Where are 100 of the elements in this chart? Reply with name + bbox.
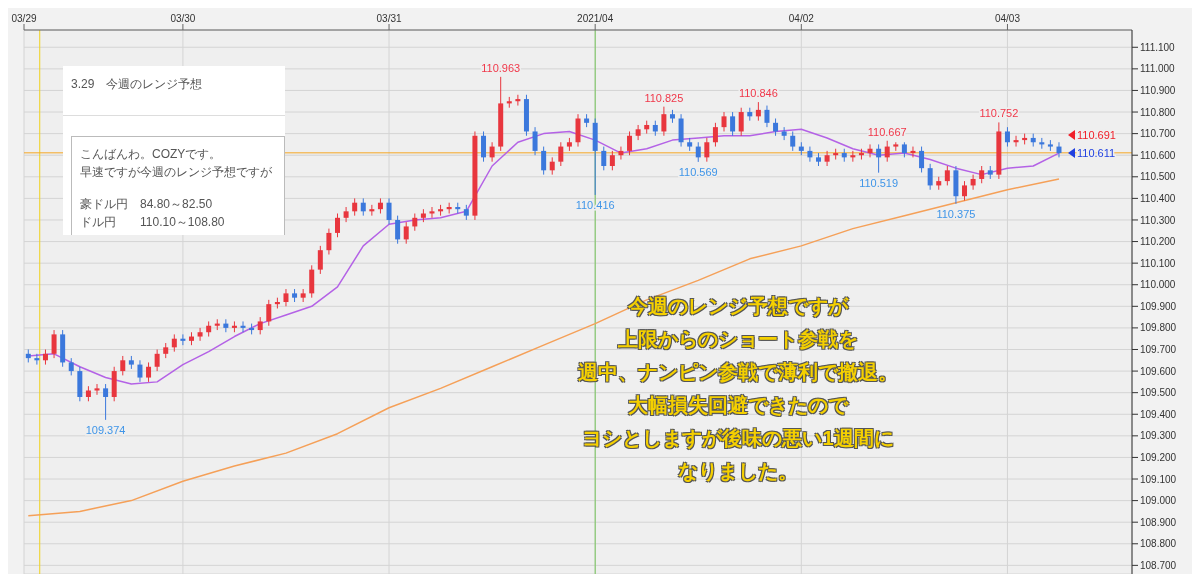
candlestick: [601, 146, 607, 171]
candlestick: [309, 264, 315, 299]
candlestick: [764, 105, 770, 128]
y-tick-label: 110.300: [1140, 214, 1176, 226]
candlestick: [910, 146, 916, 158]
x-tick-label: 03/29: [11, 13, 37, 24]
candlestick: [884, 140, 890, 163]
annotation: 110.963: [481, 61, 521, 74]
candlestick: [154, 348, 160, 372]
candlestick: [34, 353, 40, 366]
candlestick: [558, 141, 564, 167]
y-tick-label: 110.500: [1140, 171, 1176, 183]
y-tick-label: 109.900: [1140, 300, 1177, 312]
candlestick: [695, 141, 701, 163]
candlestick: [103, 383, 109, 421]
candlestick: [919, 146, 925, 173]
x-tick-label: 03/30: [170, 13, 196, 24]
candlestick: [712, 122, 718, 148]
candlestick: [197, 327, 203, 342]
candlestick: [970, 174, 976, 191]
y-tick-label: 109.700: [1140, 344, 1177, 356]
candlestick: [395, 215, 401, 245]
candlestick: [137, 359, 143, 383]
y-tick-label: 110.700: [1140, 128, 1176, 140]
candlestick: [781, 126, 787, 141]
candlestick: [180, 333, 186, 346]
annotation: ヨシとしますが後味の悪い1週間に: [581, 426, 895, 451]
candlestick: [317, 245, 323, 275]
y-tick-label: 110.000: [1140, 279, 1176, 291]
candlestick: [962, 180, 968, 202]
annotation: 109.374: [85, 423, 126, 436]
candlestick: [807, 146, 813, 163]
candlestick: [755, 101, 761, 122]
candlestick: [661, 106, 667, 137]
candlestick: [721, 111, 727, 132]
x-tick-label: 04/03: [994, 13, 1021, 24]
candlestick: [627, 130, 633, 156]
annotation: なりました。: [677, 459, 799, 484]
y-tick-label: 111.000: [1140, 63, 1176, 75]
annotation: 上限からのショート参戦を: [617, 327, 859, 352]
candlestick: [532, 126, 538, 156]
candlestick: [429, 206, 435, 219]
x-tick-label: 2021/04: [577, 13, 614, 24]
y-tick-label: 109.200: [1140, 451, 1177, 463]
candlestick: [635, 124, 641, 141]
candlestick: [876, 143, 882, 174]
y-tick-label: 109.300: [1140, 430, 1177, 442]
candlestick: [343, 206, 349, 223]
candlestick: [266, 299, 272, 327]
candlestick: [489, 141, 495, 163]
y-tick-label: 108.800: [1140, 538, 1177, 550]
candlestick: [386, 197, 392, 225]
y-tick-label: 108.700: [1140, 559, 1177, 571]
candlestick: [240, 320, 246, 333]
annotation: 110.846: [738, 87, 778, 100]
annotation: 豪ドル円 84.80～82.50: [80, 196, 214, 213]
candlestick: [1013, 135, 1019, 148]
candlestick: [850, 150, 856, 163]
y-tick-label: 109.800: [1140, 322, 1177, 334]
y-tick-label: 109.400: [1140, 408, 1177, 420]
y-tick-label: 111.100: [1140, 41, 1176, 53]
candlestick: [1004, 126, 1010, 148]
candlestick: [618, 146, 624, 161]
candlestick: [927, 163, 933, 191]
annotation: 週中、ナンピン参戦で薄利で撤退。: [577, 360, 899, 385]
candlestick: [730, 111, 736, 137]
y-tick-label: 109.100: [1140, 473, 1177, 485]
annotation: 110.569: [678, 165, 718, 178]
y-tick-label: 108.900: [1140, 516, 1177, 528]
candlestick: [678, 113, 684, 148]
candlestick: [120, 355, 126, 376]
annotation: 110.752: [979, 107, 1019, 120]
candlestick: [609, 150, 615, 171]
annotation: 大幅損失回避できたので: [627, 393, 850, 418]
candlestick: [704, 137, 710, 163]
y-tick-label: 110.100: [1140, 257, 1176, 269]
x-tick-label: 04/02: [788, 13, 815, 24]
annotation: 110.375: [936, 207, 976, 220]
y-tick-label: 110.800: [1140, 106, 1176, 118]
annotation: 110.667: [867, 125, 907, 138]
y-tick-label: 109.000: [1140, 495, 1177, 507]
candlestick: [944, 165, 950, 186]
line-series: [27, 178, 1060, 517]
annotation: 早速ですが今週のレンジ予想ですが: [80, 164, 273, 181]
candlestick: [51, 329, 57, 359]
y-tick-label: 109.500: [1140, 387, 1177, 399]
annotation: 110.825: [644, 91, 684, 104]
y-tick-label: 110.200: [1140, 236, 1176, 248]
y-tick-label: 110.900: [1140, 84, 1176, 96]
candlestick: [541, 146, 547, 176]
candlestick: [867, 143, 873, 158]
y-tick-label: 110.400: [1140, 192, 1176, 204]
y-tick-label: 109.600: [1140, 365, 1177, 377]
candlestick: [1056, 141, 1062, 158]
annotation: 110.691: [1076, 129, 1116, 142]
candlestick: [94, 383, 100, 396]
candlestick: [738, 107, 744, 137]
annotation: ドル円 110.10～108.80: [80, 214, 226, 231]
x-tick-label: 03/31: [376, 13, 402, 24]
annotation: 3.29 今週のレンジ予想: [63, 66, 285, 116]
